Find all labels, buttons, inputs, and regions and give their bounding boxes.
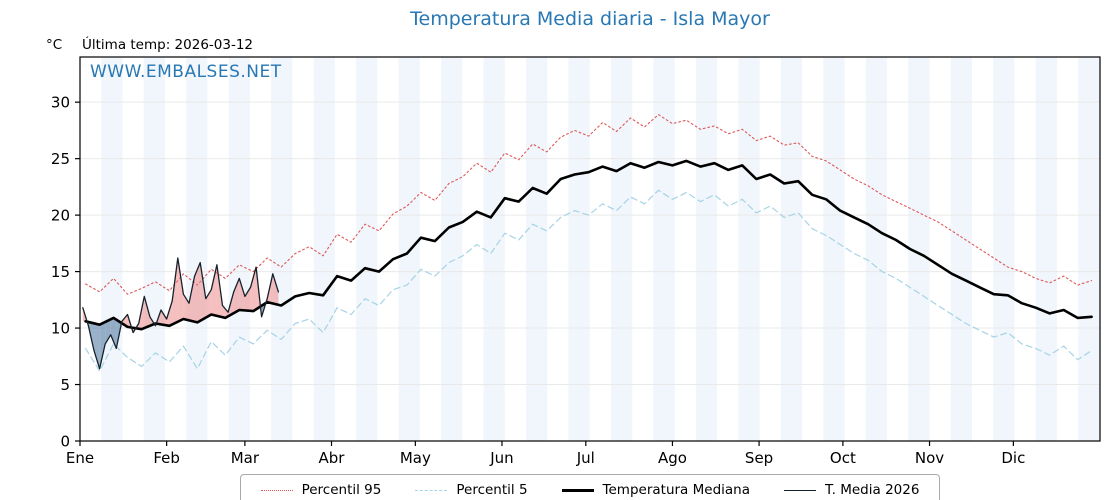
x-tick-label: Jul bbox=[576, 449, 595, 467]
x-tick-label: Sep bbox=[745, 449, 773, 467]
fill-above-median bbox=[188, 276, 195, 322]
month-band bbox=[398, 57, 420, 441]
month-band bbox=[568, 57, 590, 441]
x-tick-label: Nov bbox=[915, 449, 944, 467]
legend-box: Percentil 95 Percentil 5 Temperatura Media… bbox=[239, 474, 941, 500]
x-tick-label: Mar bbox=[231, 449, 260, 467]
fill-above-median bbox=[244, 287, 251, 311]
fill-above-median bbox=[172, 258, 178, 325]
month-band bbox=[738, 57, 760, 441]
y-tick-label: 10 bbox=[51, 320, 70, 338]
month-band bbox=[865, 57, 888, 441]
y-tick-label: 15 bbox=[51, 263, 70, 281]
month-band bbox=[950, 57, 973, 441]
series-line-temperatura-mediana bbox=[84, 159, 1093, 331]
month-band bbox=[610, 57, 633, 441]
fill-above-median bbox=[211, 264, 217, 316]
y-tick-label: 25 bbox=[51, 150, 70, 168]
legend-swatch-solid bbox=[561, 488, 594, 492]
legend-label: Temperatura Mediana bbox=[602, 482, 750, 498]
fill-above-median bbox=[177, 258, 184, 322]
month-band bbox=[1078, 57, 1100, 441]
x-tick-label: Oct bbox=[830, 449, 856, 467]
fill-above-median bbox=[144, 296, 150, 329]
series-line-t-media-2026 bbox=[82, 257, 280, 370]
fill-above-median bbox=[222, 305, 229, 318]
x-tick-label: Ago bbox=[658, 449, 687, 467]
fill-above-median bbox=[183, 294, 189, 321]
y-tick-label: 30 bbox=[51, 94, 70, 112]
month-band bbox=[143, 57, 165, 441]
fill-above-median bbox=[239, 278, 245, 311]
y-tick-label: 0 bbox=[60, 433, 70, 451]
fill-above-median bbox=[250, 267, 257, 311]
x-tick-label: Dic bbox=[1001, 449, 1025, 467]
series-line-percentil-5 bbox=[85, 189, 1093, 372]
month-band bbox=[313, 57, 335, 441]
month-band bbox=[526, 57, 548, 441]
month-band bbox=[908, 57, 930, 441]
x-tick-label: Ene bbox=[66, 449, 94, 467]
last-temp-label: Última temp: 2026-03-12 bbox=[82, 37, 254, 53]
month-band bbox=[228, 57, 250, 441]
legend-label: Percentil 5 bbox=[456, 482, 528, 498]
y-tick-label: 20 bbox=[51, 207, 70, 225]
month-band bbox=[993, 57, 1015, 441]
month-band bbox=[441, 57, 463, 441]
legend-swatch-dotted bbox=[260, 489, 293, 491]
series-line-percentil-95 bbox=[85, 114, 1093, 295]
fill-below-median bbox=[105, 319, 111, 344]
x-tick-label: Abr bbox=[319, 449, 346, 467]
fill-below-median bbox=[93, 323, 100, 369]
legend-label: Percentil 95 bbox=[301, 482, 382, 498]
month-band bbox=[823, 57, 845, 441]
watermark-text: WWW.EMBALSES.NET bbox=[90, 62, 282, 82]
fill-below-median bbox=[99, 321, 106, 369]
legend-swatch-dashed bbox=[415, 489, 448, 491]
month-band bbox=[1035, 57, 1057, 441]
legend-item: Percentil 95 bbox=[260, 482, 382, 498]
month-band bbox=[780, 57, 803, 441]
legend-swatch-solid bbox=[784, 489, 816, 491]
legend: Percentil 95 Percentil 5 Temperatura Media… bbox=[80, 474, 1100, 500]
legend-label: T. Media 2026 bbox=[825, 482, 920, 498]
fill-below-median bbox=[110, 319, 117, 349]
plot-frame bbox=[79, 56, 1101, 442]
month-band bbox=[356, 57, 378, 441]
y-units-label: °C bbox=[46, 37, 63, 53]
month-band bbox=[695, 57, 718, 441]
fill-above-median bbox=[161, 309, 167, 326]
legend-item: Temperatura Mediana bbox=[561, 482, 750, 498]
legend-item: Percentil 5 bbox=[415, 482, 528, 498]
fill-above-median bbox=[194, 262, 201, 322]
y-tick-label: 5 bbox=[60, 376, 70, 394]
x-tick-label: Feb bbox=[153, 449, 180, 467]
fill-above-median bbox=[272, 273, 279, 305]
fill-above-median bbox=[233, 278, 240, 314]
chart-title: Temperatura Media diaria - Isla Mayor bbox=[410, 8, 770, 30]
month-band bbox=[101, 57, 123, 441]
month-band bbox=[653, 57, 675, 441]
legend-item: T. Media 2026 bbox=[784, 482, 919, 498]
x-tick-label: May bbox=[400, 449, 431, 467]
x-tick-label: Jun bbox=[489, 449, 513, 467]
fill-above-median bbox=[200, 262, 206, 321]
month-band bbox=[271, 57, 293, 441]
month-band bbox=[186, 57, 208, 441]
